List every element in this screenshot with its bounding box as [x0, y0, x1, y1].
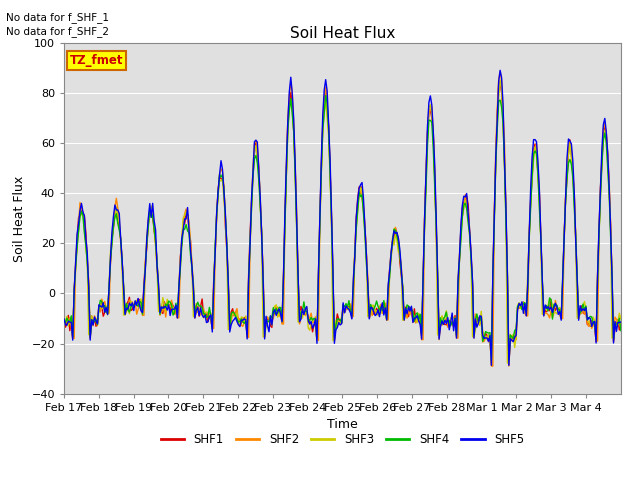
- Text: No data for f_SHF_1: No data for f_SHF_1: [6, 12, 109, 23]
- X-axis label: Time: Time: [327, 418, 358, 431]
- Text: TZ_fmet: TZ_fmet: [70, 54, 123, 67]
- Legend: SHF1, SHF2, SHF3, SHF4, SHF5: SHF1, SHF2, SHF3, SHF4, SHF5: [156, 428, 529, 451]
- Text: No data for f_SHF_2: No data for f_SHF_2: [6, 26, 109, 37]
- Title: Soil Heat Flux: Soil Heat Flux: [290, 25, 395, 41]
- Y-axis label: Soil Heat Flux: Soil Heat Flux: [13, 175, 26, 262]
